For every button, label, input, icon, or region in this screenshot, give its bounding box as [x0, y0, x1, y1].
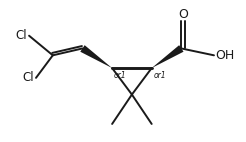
Polygon shape [80, 45, 112, 68]
Text: OH: OH [215, 49, 234, 62]
Polygon shape [152, 45, 184, 68]
Text: Cl: Cl [22, 71, 34, 84]
Text: Cl: Cl [15, 29, 27, 42]
Text: or1: or1 [114, 71, 127, 80]
Text: O: O [178, 8, 188, 21]
Text: or1: or1 [154, 71, 166, 80]
